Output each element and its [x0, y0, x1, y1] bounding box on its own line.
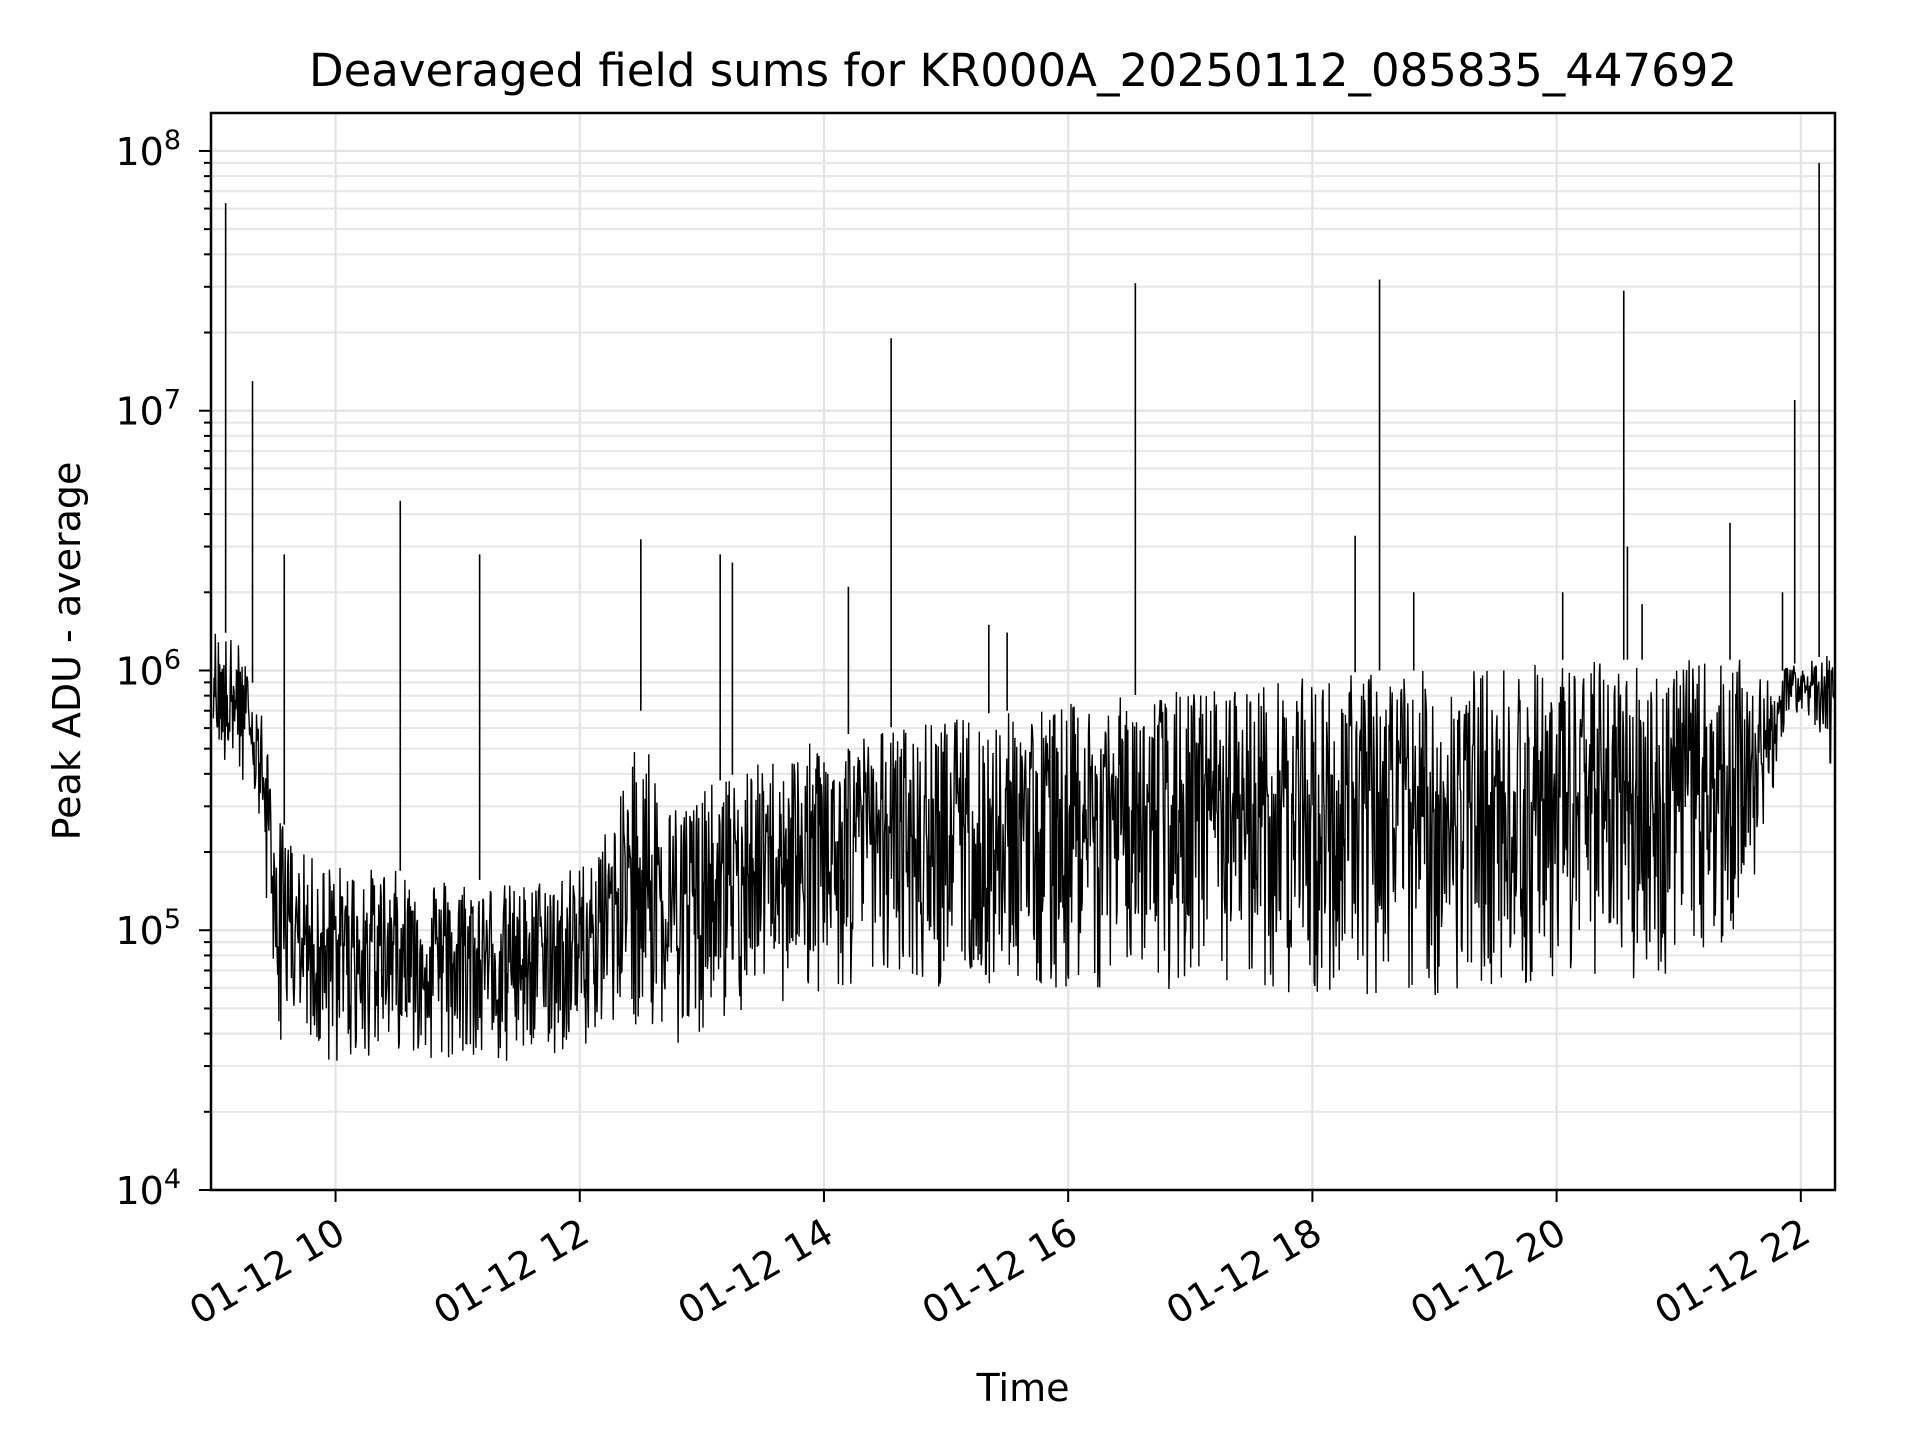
y-tick-label: 106	[115, 644, 181, 693]
y-axis-label: Peak ADU - average	[45, 462, 89, 841]
y-tick-label: 108	[115, 125, 181, 174]
y-tick-label: 104	[115, 1164, 181, 1213]
series-layer	[212, 162, 1836, 1061]
y-tick-label: 107	[115, 385, 181, 434]
series-line	[212, 633, 1836, 1061]
chart-title: Deaveraged field sums for KR000A_2025011…	[309, 44, 1737, 97]
x-axis-label: Time	[976, 1366, 1070, 1410]
plot-frame	[209, 111, 1837, 1192]
y-tick-label: 105	[115, 904, 181, 953]
